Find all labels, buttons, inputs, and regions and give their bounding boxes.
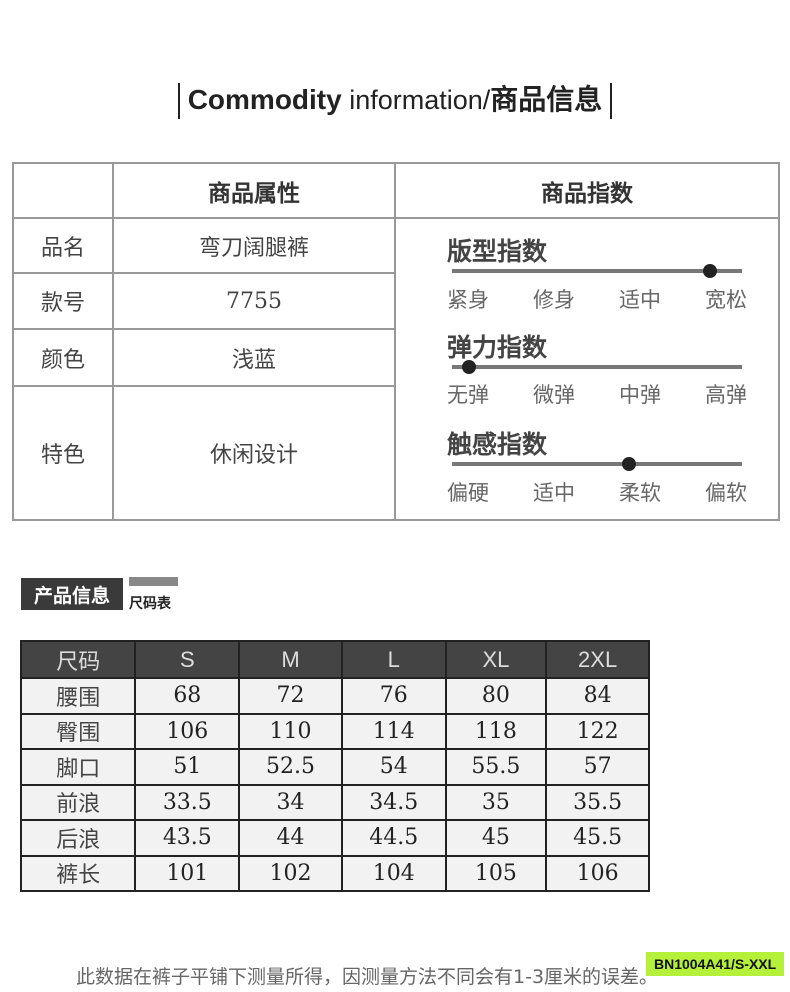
index-track <box>452 269 742 273</box>
size-cell: 76 <box>340 677 447 715</box>
size-cell: 44 <box>238 819 343 857</box>
attr-label: 特色 <box>40 443 85 468</box>
size-cell: 106 <box>545 854 650 892</box>
row-label: 腰围 <box>19 677 137 715</box>
size-row: 腰围 68 72 76 80 84 <box>19 677 650 715</box>
size-cell: 57 <box>545 748 650 786</box>
index-marker <box>621 457 636 471</box>
size-cell: 51 <box>134 748 241 786</box>
size-cell: 45.5 <box>545 819 650 857</box>
size-cell: 34 <box>238 783 343 821</box>
size-row: 后浪 43.5 44 44.5 45 45.5 <box>19 819 650 857</box>
attr-value: 浅蓝 <box>231 347 276 373</box>
size-cell: L <box>340 640 447 679</box>
size-cell: 105 <box>444 854 548 892</box>
attr-label: 款号 <box>40 291 85 316</box>
size-cell: 101 <box>134 854 241 892</box>
size-cell: 2XL <box>545 640 650 679</box>
size-cell: 68 <box>134 677 241 715</box>
attr-value: 7755 <box>226 288 282 314</box>
size-cell: 110 <box>238 712 343 750</box>
index-track <box>452 462 742 466</box>
row-label: 臀围 <box>19 712 137 750</box>
size-cell: 35.5 <box>545 783 650 821</box>
size-cell: 55.5 <box>444 748 548 786</box>
sku-badge: BN1004A41/S-XXL <box>646 952 785 976</box>
size-row: 脚口 51 52.5 54 55.5 57 <box>19 748 650 786</box>
attr-label: 品名 <box>40 235 85 261</box>
divider <box>12 272 395 274</box>
divider <box>12 217 780 219</box>
index-options: 偏硬 适中 柔软 偏软 <box>447 481 747 505</box>
size-cell: 43.5 <box>134 819 241 857</box>
divider <box>394 162 396 521</box>
page-title: Commodity information/商品信息 <box>0 78 790 119</box>
size-header-row: 尺码 S M L XL 2XL <box>19 640 650 679</box>
index-title: 弹力指数 <box>447 333 548 362</box>
index-title: 版型指数 <box>447 237 548 266</box>
size-cell: M <box>238 640 343 679</box>
size-row: 臀围 106 110 114 118 122 <box>19 712 650 750</box>
size-cell: 52.5 <box>238 748 343 786</box>
size-row: 裤长 101 102 104 105 106 <box>19 854 650 892</box>
size-cell: 44.5 <box>340 819 447 857</box>
section-title: 产品信息 <box>21 578 123 610</box>
divider <box>112 162 114 521</box>
index-title: 触感指数 <box>447 430 548 459</box>
row-label: 脚口 <box>19 748 137 786</box>
size-cell: S <box>134 640 241 679</box>
index-track <box>452 365 742 369</box>
size-cell: XL <box>444 640 548 679</box>
row-label: 后浪 <box>19 819 137 857</box>
size-cell: 45 <box>444 819 548 857</box>
size-cell: 102 <box>238 854 343 892</box>
size-cell: 34.5 <box>340 783 447 821</box>
index-marker <box>703 264 718 278</box>
measurement-note: 此数据在裤子平铺下测量所得，因测量方法不同会有1-3厘米的误差。 <box>76 966 659 988</box>
size-cell: 104 <box>340 854 447 892</box>
index-options: 无弹 微弹 中弹 高弹 <box>447 383 747 407</box>
size-row: 前浪 33.5 34 34.5 35 35.5 <box>19 783 650 821</box>
attributes-header: 商品属性 <box>208 180 300 207</box>
attributes-table <box>12 162 780 521</box>
size-cell: 122 <box>545 712 650 750</box>
size-cell: 114 <box>340 712 447 750</box>
row-label: 前浪 <box>19 783 137 821</box>
size-cell: 84 <box>545 677 650 715</box>
index-options: 紧身 修身 适中 宽松 <box>447 288 747 312</box>
divider <box>12 385 395 387</box>
size-cell: 118 <box>444 712 548 750</box>
section-subtitle: 尺码表 <box>129 596 171 612</box>
divider <box>610 83 613 119</box>
divider <box>12 328 395 330</box>
size-cell: 106 <box>134 712 241 750</box>
attr-value: 弯刀阔腿裤 <box>198 235 309 261</box>
attr-label: 颜色 <box>40 347 85 373</box>
attr-value: 休闲设计 <box>209 443 298 468</box>
size-cell: 33.5 <box>134 783 241 821</box>
index-header: 商品指数 <box>541 180 633 207</box>
size-cell: 35 <box>444 783 548 821</box>
row-label: 裤长 <box>19 854 137 892</box>
section-accent-bar <box>129 577 178 586</box>
index-marker <box>462 360 477 374</box>
row-label: 尺码 <box>19 640 137 679</box>
size-cell: 54 <box>340 748 447 786</box>
size-table: 尺码 S M L XL 2XL 腰围 68 72 76 80 84 臀围 106 110 114 118 122 脚… <box>19 640 650 892</box>
size-cell: 72 <box>238 677 343 715</box>
divider <box>177 83 180 119</box>
size-cell: 80 <box>444 677 548 715</box>
